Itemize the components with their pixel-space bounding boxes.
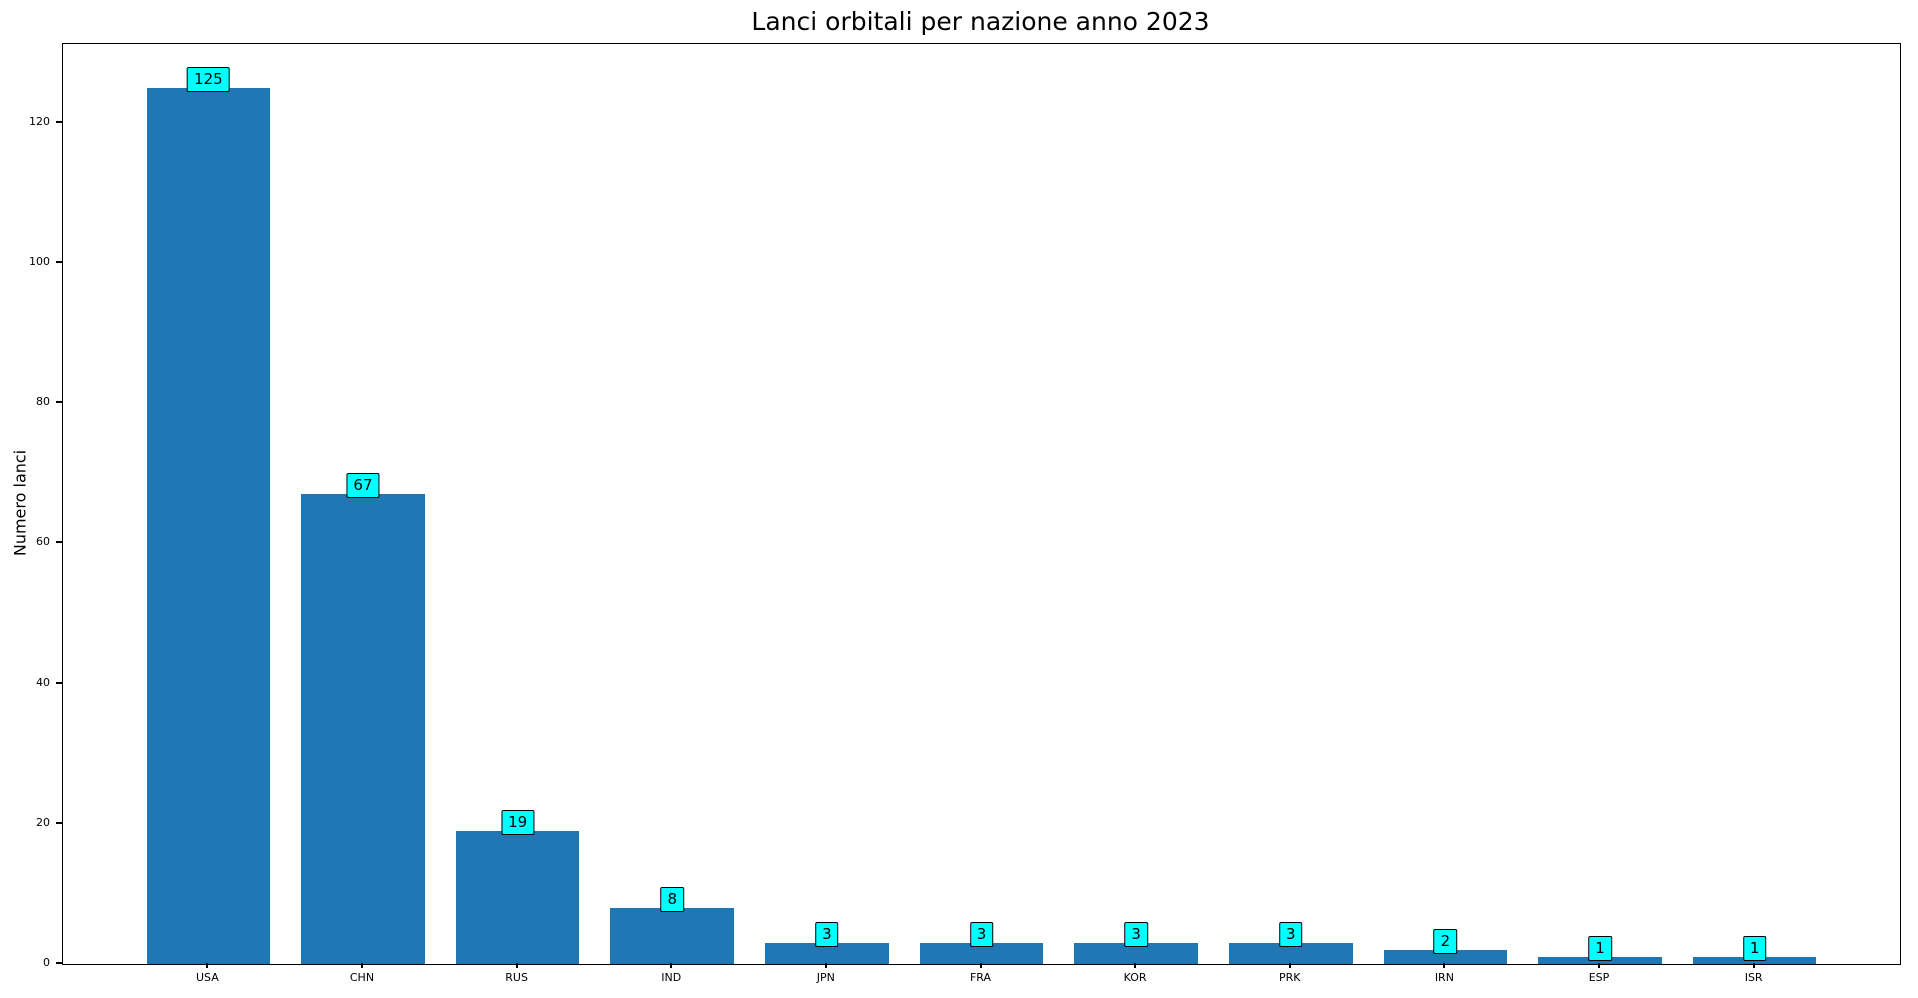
x-tick-mark (670, 963, 673, 968)
x-tick-label-chn: CHN (349, 971, 375, 984)
y-tick-label: 20 (36, 815, 50, 829)
x-tick-label-isr: ISR (1744, 971, 1763, 984)
x-tick-mark (1598, 963, 1601, 968)
bar-fra (919, 942, 1044, 964)
y-tick-mark (56, 821, 62, 824)
value-label-fra: 3 (969, 921, 994, 947)
x-tick-mark (1752, 963, 1755, 968)
y-tick-mark (56, 261, 62, 264)
x-tick-label-irn: IRN (1434, 971, 1454, 984)
x-tick-label-jpn: JPN (816, 971, 835, 984)
value-label-chn: 67 (346, 473, 380, 499)
x-tick-label-fra: FRA (969, 971, 992, 984)
bar-prk (1228, 942, 1353, 964)
x-tick-label-esp: ESP (1588, 971, 1610, 984)
x-tick-mark (515, 963, 518, 968)
value-label-kor: 3 (1124, 921, 1148, 947)
value-label-irn: 2 (1433, 928, 1458, 954)
value-label-prk: 3 (1278, 921, 1303, 947)
value-label-jpn: 3 (815, 921, 839, 947)
plot-area: 125 67 19 8 3 3 3 3 2 1 1 (62, 43, 1901, 965)
bar-ind (610, 907, 735, 964)
chart-title: Lanci orbitali per nazione anno 2023 (751, 7, 1210, 36)
y-tick-mark (56, 962, 62, 964)
bar-irn (1383, 949, 1508, 964)
value-label-rus: 19 (501, 809, 535, 835)
x-tick-label-ind: IND (661, 971, 682, 984)
y-tick-mark (56, 401, 62, 404)
x-tick-mark (360, 963, 363, 968)
x-tick-label-rus: RUS (505, 971, 528, 984)
y-tick-label: 100 (29, 255, 50, 269)
y-tick-label: 60 (36, 535, 50, 549)
y-tick-mark (56, 541, 62, 544)
x-tick-mark (1443, 963, 1446, 968)
value-label-usa: 125 (187, 66, 230, 92)
bar-chn (301, 494, 425, 964)
x-tick-mark (206, 963, 209, 968)
y-tick-label: 40 (36, 675, 50, 689)
x-tick-mark (979, 963, 982, 968)
x-tick-label-usa: USA (195, 971, 219, 984)
bar-kor (1074, 942, 1198, 964)
bar-usa (146, 87, 271, 964)
bar-rus (455, 830, 580, 964)
value-label-esp: 1 (1588, 936, 1612, 961)
bar-jpn (765, 942, 889, 964)
x-tick-label-prk: PRK (1279, 971, 1301, 984)
x-tick-mark (1134, 963, 1137, 968)
x-tick-mark (1288, 963, 1291, 968)
y-tick-mark (56, 681, 62, 684)
x-tick-label-kor: KOR (1123, 971, 1147, 984)
y-tick-label: 0 (43, 956, 50, 969)
value-label-ind: 8 (660, 886, 685, 912)
value-label-isr: 1 (1742, 936, 1767, 961)
x-tick-mark (824, 963, 827, 968)
y-tick-label: 80 (36, 395, 50, 409)
y-tick-label: 120 (29, 114, 50, 128)
y-tick-mark (56, 120, 62, 123)
